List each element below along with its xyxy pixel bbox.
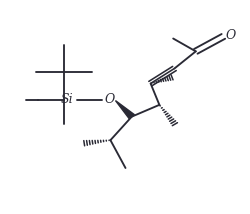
Text: O: O (225, 29, 235, 42)
Text: O: O (104, 93, 114, 106)
Text: Si: Si (60, 93, 73, 106)
Polygon shape (115, 101, 134, 119)
